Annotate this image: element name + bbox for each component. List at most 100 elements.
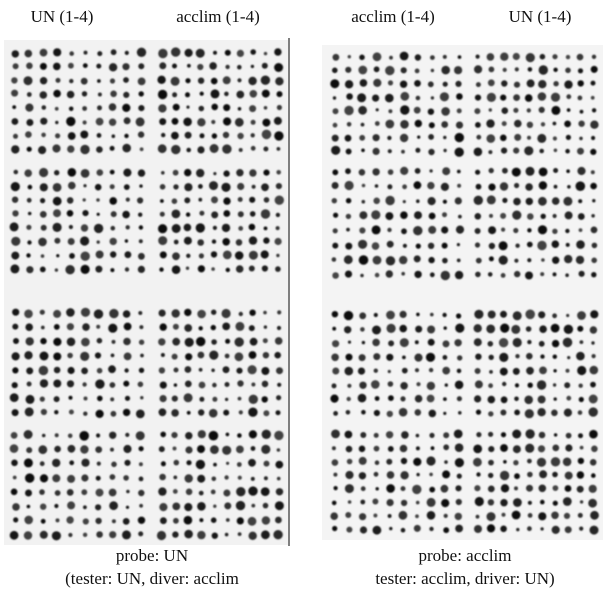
spot [527, 258, 531, 262]
spot [124, 460, 130, 466]
spot [66, 308, 75, 317]
spot [96, 64, 101, 69]
spot [333, 228, 338, 233]
spot [511, 325, 520, 334]
spot [173, 518, 179, 524]
spot [551, 512, 559, 520]
spot [12, 409, 19, 416]
spot [513, 148, 519, 154]
spot [69, 410, 74, 415]
spot [187, 64, 191, 68]
spot [359, 255, 369, 265]
spot [123, 338, 131, 346]
spot [68, 434, 73, 439]
spot [185, 432, 192, 439]
spot [552, 340, 559, 347]
spot [125, 396, 130, 401]
spot [81, 224, 88, 231]
spot [11, 145, 19, 153]
spot [566, 55, 570, 59]
spot [55, 133, 60, 138]
spot [238, 197, 243, 202]
spot [249, 351, 257, 359]
spot [538, 197, 547, 206]
spot [276, 226, 280, 230]
spot [69, 396, 73, 400]
spot [97, 169, 104, 176]
spot [10, 264, 19, 273]
spot [25, 473, 34, 482]
spot [109, 501, 118, 510]
spot [552, 257, 559, 264]
spot [442, 313, 446, 317]
spot [109, 489, 117, 497]
spot [138, 78, 146, 86]
spot [376, 108, 379, 111]
spot [235, 118, 244, 127]
spot [474, 324, 482, 332]
spot [136, 117, 145, 126]
spot [138, 311, 142, 315]
spot [261, 367, 269, 375]
spot [251, 504, 255, 508]
spot [213, 463, 217, 467]
spot [53, 90, 61, 98]
spot [489, 168, 494, 173]
spot [83, 518, 89, 524]
spot [388, 80, 393, 85]
spot [225, 354, 230, 359]
spot [400, 52, 409, 61]
spot [388, 340, 394, 346]
spot [551, 324, 560, 333]
spot [565, 229, 569, 233]
spot [110, 170, 115, 175]
spot [125, 267, 129, 271]
spot [209, 431, 219, 441]
spot [457, 108, 462, 113]
spot [514, 259, 518, 263]
spot [566, 314, 569, 317]
spot [361, 410, 366, 415]
spot [489, 355, 494, 360]
spot [225, 533, 229, 537]
spot [138, 266, 145, 273]
spot [443, 397, 447, 401]
spot [475, 368, 481, 374]
spot [476, 432, 481, 437]
spot [475, 497, 484, 506]
spot [455, 271, 463, 279]
spot [125, 51, 129, 55]
spot [172, 252, 180, 260]
spot [376, 487, 379, 490]
spot [40, 379, 48, 387]
spot [54, 446, 61, 453]
spot [171, 145, 180, 154]
spot [82, 210, 88, 216]
spot [371, 380, 380, 389]
spot [26, 119, 33, 126]
spot [264, 227, 268, 231]
spot [476, 135, 481, 140]
spot [139, 325, 143, 329]
spot [53, 380, 61, 388]
spot [577, 54, 584, 61]
spot [223, 76, 231, 84]
spot [332, 459, 339, 466]
spot [539, 107, 545, 113]
spot [69, 225, 73, 229]
spot [110, 448, 114, 452]
spot [373, 198, 380, 205]
spot [210, 144, 219, 153]
spot [580, 110, 584, 114]
spot [109, 432, 116, 439]
spot [276, 213, 280, 217]
spot [185, 338, 194, 347]
spot [538, 92, 547, 101]
spot [10, 222, 19, 231]
spot [40, 63, 47, 70]
spot [443, 412, 446, 415]
spot [415, 368, 419, 372]
spot [330, 395, 338, 403]
spot [27, 147, 32, 152]
spot [235, 251, 244, 260]
